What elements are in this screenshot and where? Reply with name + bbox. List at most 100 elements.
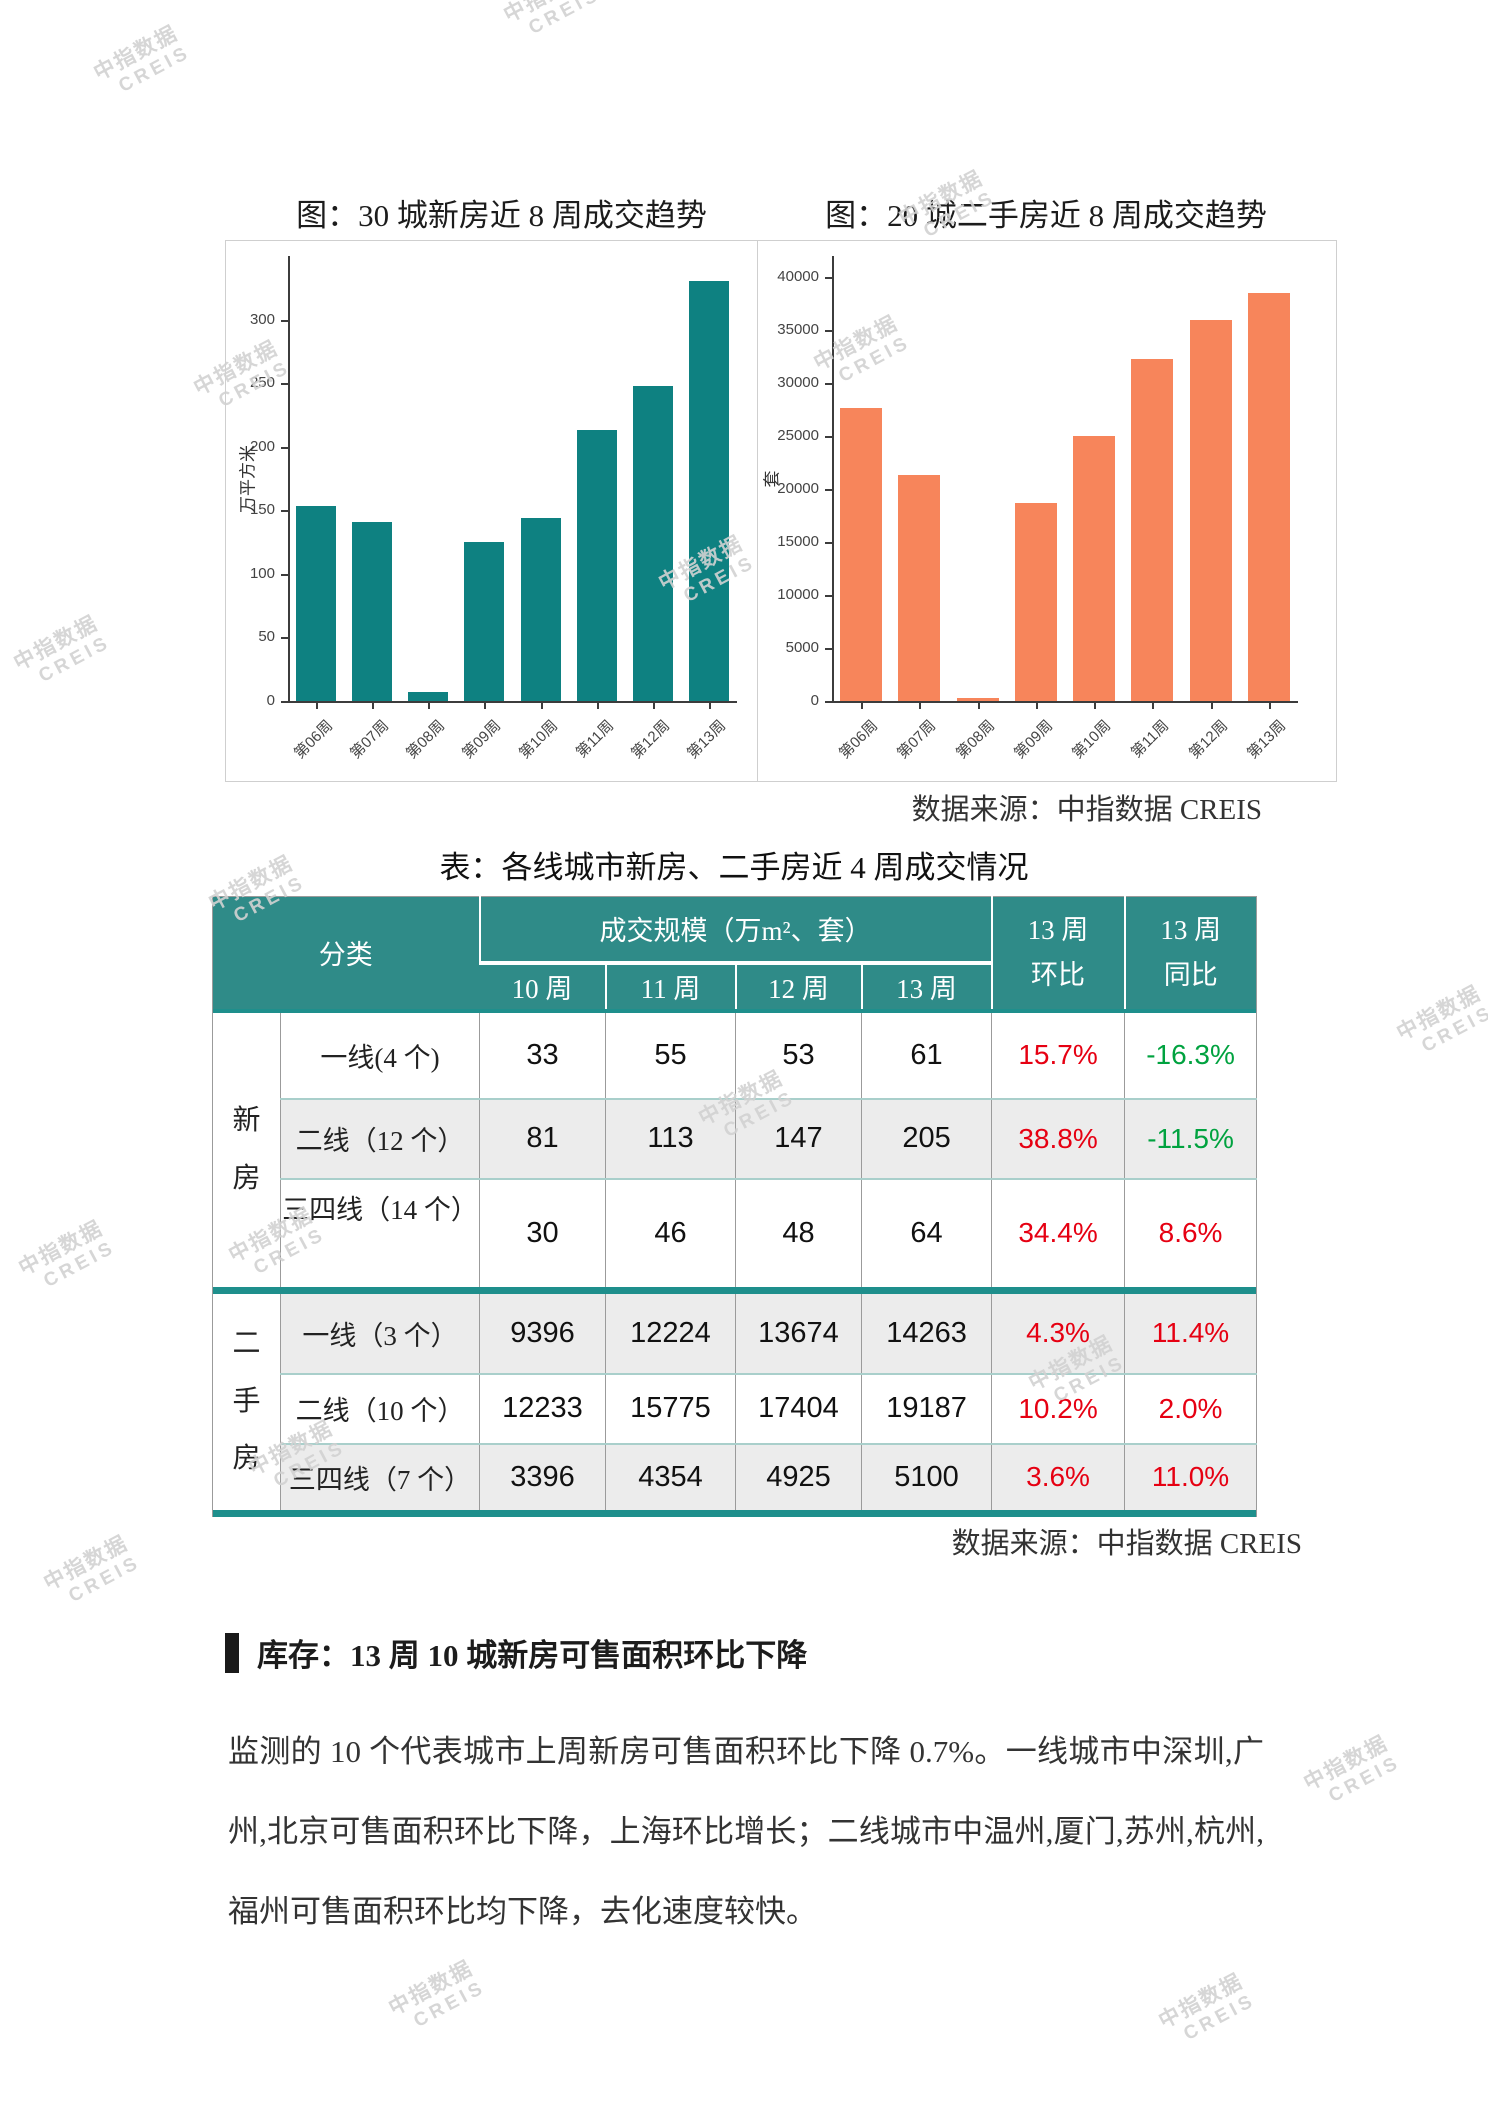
y-tick-mark <box>825 277 832 280</box>
summary-table: 分类 成交规模（万m²、套） 13 周 环比 13 周 同比 10 周 11 周… <box>212 896 1258 1517</box>
x-tick-mark <box>484 703 487 709</box>
x-category-label: 第07周 <box>347 717 393 763</box>
bar <box>1131 358 1174 701</box>
inventory-section-heading: 库存：13 周 10 城新房可售面积环比下降 <box>225 1630 807 1675</box>
bar <box>408 692 449 701</box>
x-tick-mark <box>540 703 543 709</box>
x-tick-mark <box>596 703 599 709</box>
x-tick-mark <box>708 703 711 709</box>
y-tick-mark <box>825 542 832 545</box>
row-label: 二线（12 个） <box>280 1097 480 1179</box>
bar <box>1014 502 1057 701</box>
watermark-line1: 中指数据 <box>1392 981 1486 1046</box>
value-cell: 15775 <box>605 1372 736 1444</box>
value-cell: 113 <box>605 1097 736 1179</box>
watermark-line1: 中指数据 <box>500 0 592 27</box>
x-tick-mark <box>316 703 319 709</box>
y-tick-label: 15000 <box>777 533 819 551</box>
watermark-line2: CREIS <box>525 0 604 39</box>
y-tick-mark <box>825 701 832 703</box>
y-tick-label: 5000 <box>785 639 819 657</box>
yoy-percent-cell: -11.5% <box>1124 1097 1257 1179</box>
row-label: 三四线（14 个） <box>280 1177 480 1287</box>
y-tick-mark <box>281 573 288 576</box>
watermark-line2: CREIS <box>1325 1751 1404 1807</box>
x-tick-mark <box>919 703 922 709</box>
yoy-percent-cell: 8.6% <box>1124 1177 1257 1287</box>
table-row: 二线（12 个） 81 113 147 205 38.8% -11.5% <box>213 1097 1257 1179</box>
x-category-label: 第10周 <box>515 717 561 763</box>
x-tick-mark <box>977 703 980 709</box>
x-category-label: 第08周 <box>403 717 449 763</box>
bar <box>898 475 941 701</box>
x-category-label: 第10周 <box>1069 717 1115 763</box>
bar <box>464 542 505 701</box>
value-cell: 19187 <box>860 1372 992 1444</box>
table-header-row-2: 10 周 11 周 12 周 13 周 <box>213 962 1257 1009</box>
y-tick-label: 150 <box>249 501 275 519</box>
header-week-11: 11 周 <box>604 962 736 1009</box>
header-wow: 13 周 环比 <box>990 896 1125 1009</box>
bar <box>688 281 729 701</box>
row-label: 一线(4 个) <box>280 1012 480 1099</box>
header-week-10: 10 周 <box>479 962 606 1009</box>
header-week-13: 13 周 <box>860 962 992 1009</box>
x-category-label: 第06周 <box>291 717 337 763</box>
y-tick-mark <box>825 383 832 386</box>
value-cell: 14263 <box>860 1293 992 1374</box>
y-tick-label: 0 <box>266 692 275 709</box>
secondhand-bar-chart: 0 5000 10000 15000 20000 25000 30000 35000 40000… <box>757 240 1337 782</box>
table-row: 三四线（7 个） 3396 4354 4925 5100 3.6% 11.0% <box>213 1442 1257 1510</box>
y-tick-mark <box>281 637 288 640</box>
heading-marker-bar <box>225 1632 239 1673</box>
table-divider-bar <box>212 1286 1257 1294</box>
watermark-line2: CREIS <box>1418 1001 1488 1057</box>
y-tick-label: 0 <box>810 692 819 709</box>
x-axis <box>288 701 737 703</box>
x-tick-mark <box>861 703 864 709</box>
header-yoy-line2: 同比 <box>1163 959 1218 990</box>
x-tick-mark <box>1152 703 1155 709</box>
header-yoy-line1: 13 周 <box>1160 915 1222 946</box>
wow-percent-cell: 38.8% <box>991 1097 1125 1179</box>
value-cell: 4354 <box>605 1442 736 1510</box>
new-home-bar-chart: 0 50 100 150 200 250 300 万平方米 第06周 第07周 第08周 第09周 第1… <box>225 240 780 782</box>
value-cell: 53 <box>735 1012 862 1099</box>
y-tick-mark <box>825 436 832 439</box>
y-tick-mark <box>825 648 832 651</box>
watermark-line2: CREIS <box>40 1236 119 1292</box>
yoy-percent-cell: 11.0% <box>1124 1442 1257 1510</box>
watermark-line1: 中指数据 <box>9 611 103 676</box>
x-category-label: 第06周 <box>836 717 882 763</box>
watermark-line1: 中指数据 <box>1154 1969 1248 2034</box>
x-category-label: 第12周 <box>627 717 673 763</box>
y-tick-mark <box>825 330 832 333</box>
inventory-paragraph: 监测的 10 个代表城市上周新房可售面积环比下降 0.7%。一线城市中深圳,广州… <box>228 1734 1264 1929</box>
bar <box>520 517 561 701</box>
value-cell: 48 <box>735 1177 862 1287</box>
bar <box>632 385 673 701</box>
watermark-line1: 中指数据 <box>384 1956 478 2021</box>
y-tick-label: 10000 <box>777 586 819 604</box>
value-cell: 5100 <box>860 1442 992 1510</box>
value-cell: 33 <box>479 1012 606 1099</box>
value-cell: 205 <box>860 1097 992 1179</box>
watermark-line2: CREIS <box>410 1976 489 2032</box>
value-cell: 13674 <box>735 1293 862 1374</box>
watermark-line2: CREIS <box>1180 1989 1259 2045</box>
watermark-line1: 中指数据 <box>14 1216 108 1281</box>
x-tick-mark <box>652 703 655 709</box>
y-tick-label: 25000 <box>777 427 819 445</box>
table-row: 二线（10 个） 12233 15775 17404 19187 10.2% 2.0% <box>213 1372 1257 1444</box>
wow-percent-cell: 3.6% <box>991 1442 1125 1510</box>
header-wow-line2: 环比 <box>1031 959 1086 990</box>
table-header-row-1: 分类 成交规模（万m²、套） 13 周 环比 13 周 同比 <box>212 896 1257 1009</box>
bar <box>1073 436 1116 701</box>
watermark-line2: CREIS <box>115 41 194 97</box>
y-axis-label: 万平方米 <box>238 444 258 513</box>
value-cell: 17404 <box>735 1372 862 1444</box>
y-axis-label: 套 <box>762 470 782 487</box>
